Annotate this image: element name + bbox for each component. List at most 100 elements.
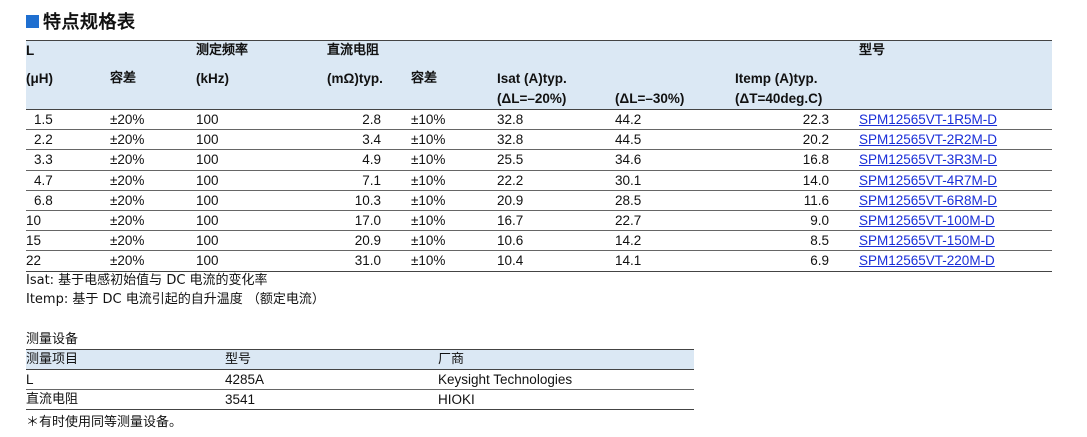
- cell-tolerance-2: ±10%: [411, 230, 497, 252]
- header-tolerance: 容差: [110, 40, 196, 110]
- note-isat: Isat: 基于电感初始值与 DC 电流的变化率: [26, 273, 268, 288]
- cell-frequency: 100: [196, 170, 327, 191]
- cell-itemp: 9.0: [735, 210, 859, 232]
- cell-frequency: 100: [196, 109, 327, 131]
- meas-cell-model: 3541: [225, 389, 438, 410]
- cell-itemp: 11.6: [735, 190, 859, 211]
- cell-tolerance-2: ±10%: [411, 129, 497, 151]
- table-row: 15 ±20% 100 20.9 ±10% 10.6 14.2 8.5 SPM1…: [26, 230, 1052, 252]
- header-frequency: 测定频率 (kHz): [196, 40, 327, 110]
- header-isat-label: Isat (A)typ.: [497, 71, 567, 86]
- header-isat-20-sub: (ΔL=–20%): [497, 91, 567, 106]
- cell-itemp: 16.8: [735, 149, 859, 171]
- table-row: 10 ±20% 100 17.0 ±10% 16.7 22.7 9.0 SPM1…: [26, 210, 1052, 232]
- cell-isat-20: 22.2: [497, 170, 615, 191]
- cell-dcr: 20.9: [327, 230, 411, 252]
- cell-tolerance: ±20%: [110, 149, 196, 171]
- cell-dcr: 31.0: [327, 250, 411, 272]
- cell-tolerance: ±20%: [110, 109, 196, 131]
- cell-dcr: 17.0: [327, 210, 411, 232]
- cell-tolerance-2: ±10%: [411, 170, 497, 191]
- header-frequency-unit: (kHz): [196, 71, 229, 86]
- model-link[interactable]: SPM12565VT-2R2M-D: [859, 132, 998, 148]
- header-frequency-label: 测定频率: [196, 43, 249, 58]
- cell-itemp: 6.9: [735, 250, 859, 272]
- cell-isat-20: 20.9: [497, 190, 615, 211]
- header-dcr-unit: (mΩ)typ.: [327, 71, 383, 86]
- meas-header-model: 型号: [225, 349, 438, 370]
- cell-itemp: 8.5: [735, 230, 859, 252]
- section-title: 特点规格表: [43, 12, 136, 33]
- meas-header-item: 测量项目: [26, 349, 225, 370]
- meas-cell-maker: HIOKI: [438, 389, 694, 410]
- cell-frequency: 100: [196, 230, 327, 252]
- table-row: 3.3 ±20% 100 4.9 ±10% 25.5 34.6 16.8 SPM…: [26, 149, 1052, 171]
- cell-itemp: 20.2: [735, 129, 859, 151]
- cell-tolerance: ±20%: [110, 250, 196, 272]
- header-isat-30-sub: (ΔL=–30%): [615, 91, 685, 106]
- model-link[interactable]: SPM12565VT-4R7M-D: [859, 172, 998, 188]
- cell-isat-20: 10.4: [497, 250, 615, 272]
- header-isat-20: Isat (A)typ. (ΔL=–20%): [497, 40, 615, 110]
- cell-isat-30: 14.2: [615, 230, 735, 252]
- cell-frequency: 100: [196, 190, 327, 211]
- cell-isat-30: 44.5: [615, 129, 735, 151]
- header-dcr-label: 直流电阻: [327, 43, 380, 58]
- cell-tolerance-2: ±10%: [411, 210, 497, 232]
- model-link[interactable]: SPM12565VT-6R8M-D: [859, 192, 998, 208]
- header-tolerance-2-label: 容差: [411, 71, 438, 86]
- spec-table-header: L (μH) 容差 测定频率 (kHz) 直流电阻 (mΩ)typ. 容差: [26, 40, 1052, 110]
- cell-tolerance: ±20%: [110, 210, 196, 232]
- header-model: 型号: [859, 40, 1052, 110]
- cell-tolerance-2: ±10%: [411, 250, 497, 272]
- notes: Isat: 基于电感初始值与 DC 电流的变化率 Itemp: 基于 DC 电流…: [26, 271, 325, 309]
- model-link[interactable]: SPM12565VT-100M-D: [859, 213, 995, 229]
- spec-table: L (μH) 容差 测定频率 (kHz) 直流电阻 (mΩ)typ. 容差: [26, 40, 1052, 272]
- header-l: L (μH): [26, 40, 110, 110]
- cell-isat-30: 28.5: [615, 190, 735, 211]
- table-row: 直流电阻 3541 HIOKI: [26, 389, 694, 410]
- cell-inductance: 10: [26, 210, 110, 232]
- cell-isat-20: 16.7: [497, 210, 615, 232]
- model-link[interactable]: SPM12565VT-3R3M-D: [859, 152, 998, 168]
- heading-square-icon: [26, 14, 39, 28]
- cell-frequency: 100: [196, 129, 327, 151]
- cell-frequency: 100: [196, 250, 327, 272]
- header-l-line1: L: [26, 43, 35, 58]
- cell-isat-30: 34.6: [615, 149, 735, 171]
- header-itemp-sub: (ΔT=40deg.C): [735, 91, 823, 106]
- header-tolerance-2: 容差: [411, 40, 497, 110]
- meas-header-maker: 厂商: [438, 349, 694, 370]
- cell-isat-20: 32.8: [497, 129, 615, 151]
- cell-tolerance-2: ±10%: [411, 109, 497, 131]
- cell-dcr: 2.8: [327, 109, 411, 131]
- cell-tolerance: ±20%: [110, 170, 196, 191]
- cell-tolerance: ±20%: [110, 129, 196, 151]
- cell-inductance: 4.7: [26, 170, 110, 191]
- cell-isat-20: 25.5: [497, 149, 615, 171]
- meas-cell-model: 4285A: [225, 369, 438, 390]
- cell-tolerance: ±20%: [110, 230, 196, 252]
- table-row: 22 ±20% 100 31.0 ±10% 10.4 14.1 6.9 SPM1…: [26, 250, 1052, 272]
- cell-isat-20: 10.6: [497, 230, 615, 252]
- header-dcr: 直流电阻 (mΩ)typ.: [327, 40, 411, 110]
- header-itemp-label: Itemp (A)typ.: [735, 71, 818, 86]
- cell-dcr: 7.1: [327, 170, 411, 191]
- table-row: 6.8 ±20% 100 10.3 ±10% 20.9 28.5 11.6 SP…: [26, 190, 1052, 211]
- model-link[interactable]: SPM12565VT-1R5M-D: [859, 112, 998, 128]
- cell-inductance: 15: [26, 230, 110, 252]
- cell-inductance: 2.2: [26, 129, 110, 151]
- cell-tolerance-2: ±10%: [411, 190, 497, 211]
- cell-isat-30: 30.1: [615, 170, 735, 191]
- footnote: ＊有时使用同等测量设备。: [26, 415, 183, 430]
- cell-inductance: 22: [26, 250, 110, 272]
- model-link[interactable]: SPM12565VT-220M-D: [859, 253, 995, 269]
- section-heading: 特点规格表: [26, 8, 136, 34]
- cell-tolerance-2: ±10%: [411, 149, 497, 171]
- table-row: 2.2 ±20% 100 3.4 ±10% 32.8 44.5 20.2 SPM…: [26, 129, 1052, 151]
- cell-inductance: 1.5: [26, 109, 110, 131]
- model-link[interactable]: SPM12565VT-150M-D: [859, 233, 995, 249]
- cell-itemp: 14.0: [735, 170, 859, 191]
- cell-dcr: 3.4: [327, 129, 411, 151]
- meas-cell-item: 直流电阻: [26, 389, 225, 410]
